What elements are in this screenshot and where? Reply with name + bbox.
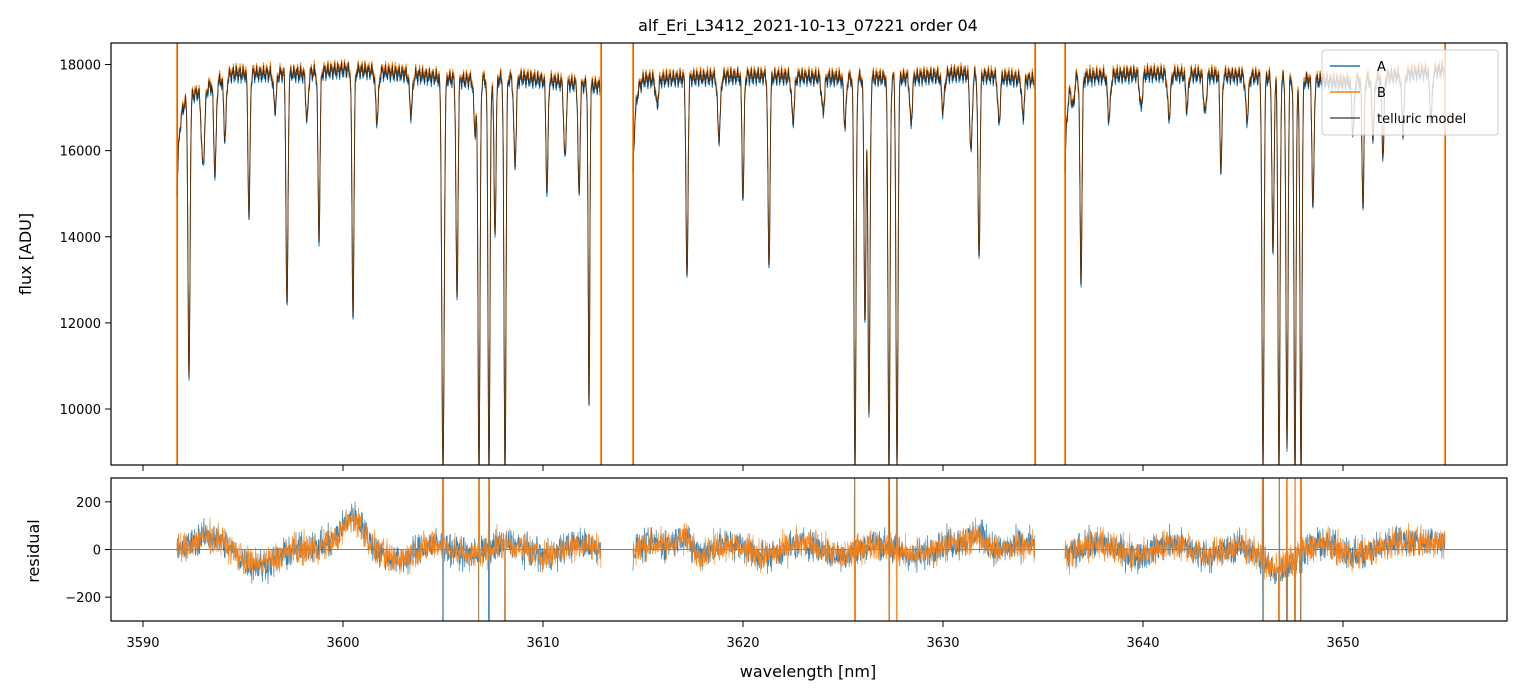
legend-box xyxy=(1321,49,1499,136)
residual-x-tick-label: 3610 xyxy=(526,636,559,651)
flux-y-tick-label: 10000 xyxy=(60,403,101,418)
residual-panel: −200 0 200 3590 3600 3610 3620 3630 3640 3650 re… xyxy=(24,477,1508,681)
residual-plot-area xyxy=(111,478,1507,621)
legend-label: B xyxy=(1377,86,1386,101)
flux-x-ticks xyxy=(142,465,1344,471)
residual-x-ticks: 3590 3600 3610 3620 3630 3640 3650 xyxy=(126,621,1360,651)
residual-x-tick-label: 3650 xyxy=(1326,636,1359,651)
x-axis-label: wavelength [nm] xyxy=(740,662,877,681)
flux-panel: 10000 12000 14000 16000 18000 flux [ADU] ABt… xyxy=(16,42,1508,471)
flux-axes-frame xyxy=(110,42,1508,466)
chart-title: alf_Eri_L3412_2021-10-13_07221 order 04 xyxy=(638,16,978,36)
residual-y-ticks: −200 0 200 xyxy=(65,496,111,606)
residual-x-tick-label: 3620 xyxy=(726,636,759,651)
series-line-telluric-model xyxy=(176,61,1446,465)
legend-label: A xyxy=(1377,60,1386,75)
flux-y-tick-label: 12000 xyxy=(60,317,101,332)
series-line-a xyxy=(176,63,1446,465)
flux-y-axis-label: flux [ADU] xyxy=(16,213,35,295)
residual-x-tick-label: 3590 xyxy=(126,636,159,651)
flux-plot-area xyxy=(176,43,1446,465)
series-line-b xyxy=(176,58,1446,465)
residual-y-tick-label: 0 xyxy=(93,544,101,559)
flux-y-tick-label: 14000 xyxy=(60,231,101,246)
flux-y-ticks: 10000 12000 14000 16000 18000 xyxy=(60,59,111,418)
residual-y-tick-label: −200 xyxy=(65,591,101,606)
residual-x-tick-label: 3600 xyxy=(326,636,359,651)
residual-y-axis-label: residual xyxy=(24,519,43,582)
legend-label: telluric model xyxy=(1377,112,1466,127)
residual-line-b xyxy=(176,478,1446,621)
residual-x-tick-label: 3640 xyxy=(1126,636,1159,651)
residual-x-tick-label: 3630 xyxy=(926,636,959,651)
residual-y-tick-label: 200 xyxy=(76,496,101,511)
flux-y-tick-label: 18000 xyxy=(60,59,101,74)
flux-y-tick-label: 16000 xyxy=(60,145,101,160)
